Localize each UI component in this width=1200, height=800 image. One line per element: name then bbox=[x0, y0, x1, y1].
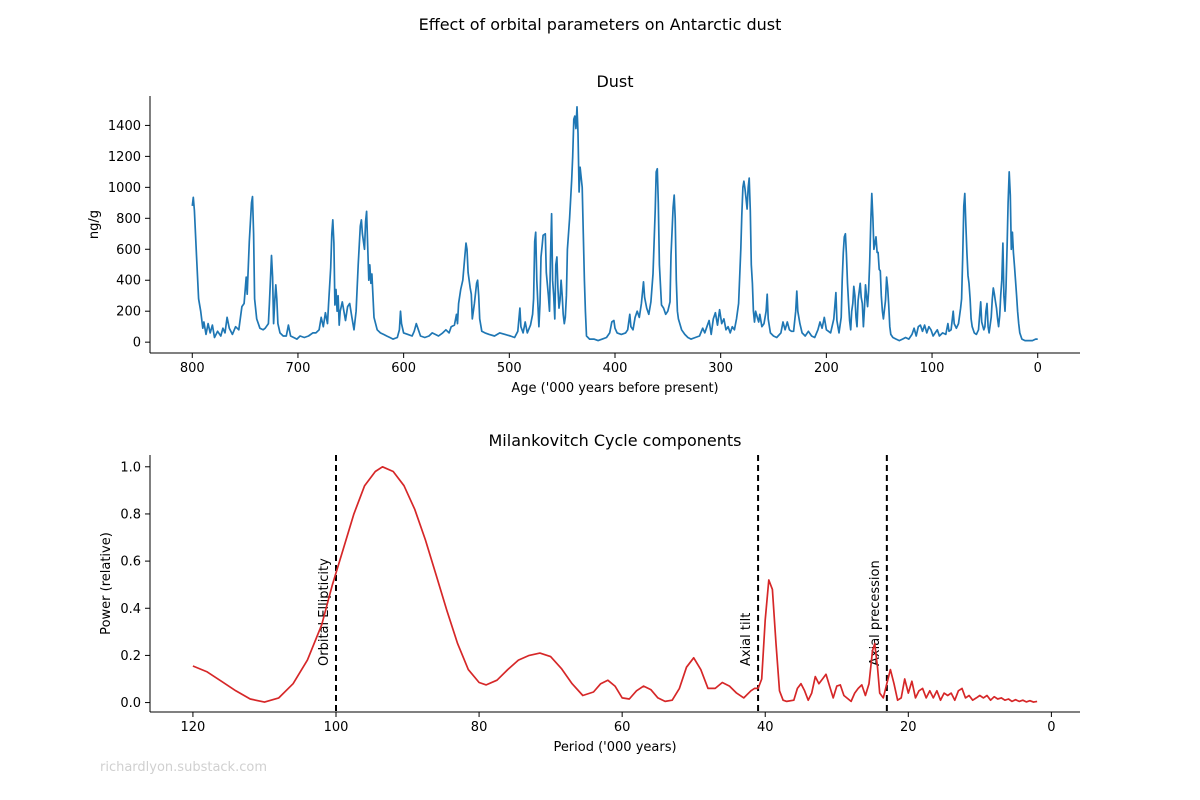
y-tick-label: 800 bbox=[116, 212, 141, 227]
period-annotation: Axial tilt bbox=[739, 613, 754, 666]
x-tick-label: 100 bbox=[324, 720, 349, 735]
y-tick-label: 200 bbox=[116, 305, 141, 320]
x-tick-label: 100 bbox=[920, 361, 945, 376]
x-tick-label: 600 bbox=[391, 361, 416, 376]
y-axis-label: Power (relative) bbox=[99, 532, 114, 635]
y-tick-label: 0.8 bbox=[120, 507, 141, 522]
y-tick-label: 0 bbox=[133, 336, 141, 351]
x-tick-label: 120 bbox=[181, 720, 206, 735]
y-tick-label: 0.0 bbox=[120, 696, 141, 711]
series-line bbox=[192, 465, 1038, 703]
x-tick-label: 800 bbox=[180, 361, 205, 376]
chart-title: Milankovitch Cycle components bbox=[489, 431, 742, 450]
watermark: richardlyon.substack.com bbox=[100, 760, 267, 775]
x-tick-label: 400 bbox=[603, 361, 628, 376]
x-tick-label: 80 bbox=[471, 720, 488, 735]
figure-title: Effect of orbital parameters on Antarcti… bbox=[419, 15, 782, 34]
x-tick-label: 0 bbox=[1034, 361, 1042, 376]
x-tick-label: 0 bbox=[1047, 720, 1055, 735]
y-tick-label: 1200 bbox=[108, 150, 141, 165]
y-tick-label: 400 bbox=[116, 274, 141, 289]
x-axis-label: Period ('000 years) bbox=[553, 740, 676, 755]
x-tick-label: 60 bbox=[614, 720, 631, 735]
y-tick-label: 0.4 bbox=[120, 602, 141, 617]
y-tick-label: 1400 bbox=[108, 119, 141, 134]
milankovitch-panel: Milankovitch Cycle components 120 100 80 60 4… bbox=[99, 431, 1080, 755]
x-tick-label: 20 bbox=[900, 720, 917, 735]
y-tick-label: 0.6 bbox=[120, 555, 141, 570]
y-tick-label: 0.2 bbox=[120, 649, 141, 664]
y-tick-label: 600 bbox=[116, 243, 141, 258]
x-tick-label: 40 bbox=[757, 720, 774, 735]
series-line bbox=[191, 105, 1038, 342]
x-tick-label: 500 bbox=[497, 361, 522, 376]
y-axis-label: ng/g bbox=[87, 210, 102, 239]
x-tick-label: 700 bbox=[286, 361, 311, 376]
y-tick-label: 1.0 bbox=[120, 460, 141, 475]
chart-title: Dust bbox=[596, 72, 633, 91]
period-annotation: Axial precession bbox=[868, 560, 883, 666]
x-axis-label: Age ('000 years before present) bbox=[511, 381, 718, 396]
y-tick-label: 1000 bbox=[108, 181, 141, 196]
x-tick-label: 200 bbox=[814, 361, 839, 376]
x-tick-label: 300 bbox=[708, 361, 733, 376]
